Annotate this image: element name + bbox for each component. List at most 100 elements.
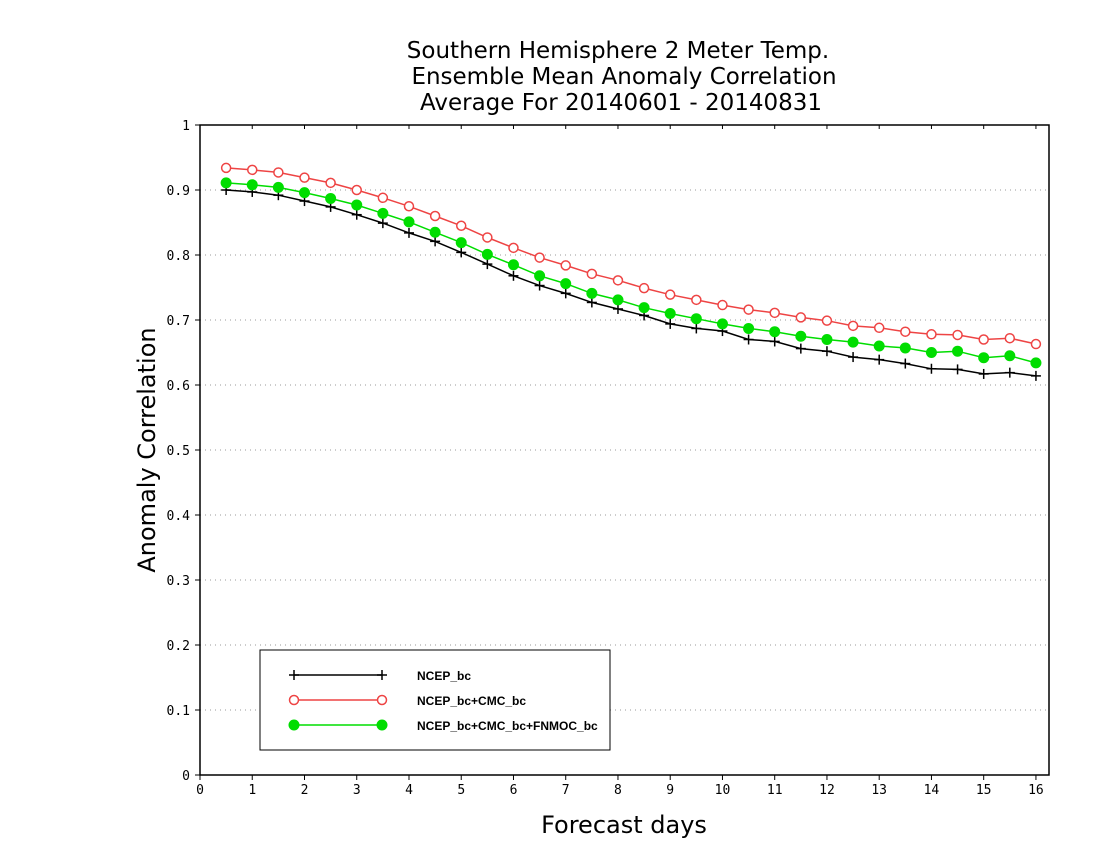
filled-circle-marker xyxy=(743,322,755,334)
open-circle-marker xyxy=(978,334,989,345)
y-tick-label: 0.9 xyxy=(167,184,190,199)
open-circle-marker xyxy=(926,329,937,340)
plus-marker xyxy=(508,270,519,281)
y-tick-label: 0.4 xyxy=(167,509,191,524)
x-tick-label: 0 xyxy=(196,783,204,798)
axis-ticks: 00.10.20.30.40.50.60.70.80.910 1 2 3 4 5 6 7 8 9 1… xyxy=(167,119,1044,798)
legend-label-ncep-cmc: NCEP_bc+CMC_bc xyxy=(417,694,526,708)
open-circle-marker xyxy=(638,282,650,294)
plus-marker xyxy=(769,336,780,347)
x-tick-label: 16 xyxy=(1028,783,1044,798)
gridlines xyxy=(200,189,1049,711)
open-circle-marker xyxy=(769,307,780,319)
filled-circle-marker xyxy=(873,340,885,352)
plus-marker xyxy=(1004,367,1015,378)
open-circle-marker xyxy=(664,289,676,300)
open-circle-marker xyxy=(795,312,807,323)
open-circle-marker xyxy=(246,164,258,176)
plus-marker xyxy=(665,318,676,329)
x-axis-label: Forecast days xyxy=(541,811,707,839)
open-circle-marker xyxy=(900,326,911,337)
open-circle-marker xyxy=(612,275,624,286)
series-line xyxy=(226,182,1037,364)
open-circle-marker xyxy=(403,201,415,212)
series-1 xyxy=(221,185,1041,381)
filled-circle-marker xyxy=(586,287,598,299)
series-3 xyxy=(220,177,1042,369)
open-circle-marker xyxy=(691,294,702,306)
filled-circle-marker xyxy=(821,334,833,345)
plus-marker xyxy=(377,218,388,229)
filled-circle-marker xyxy=(899,342,911,354)
x-tick-label: 4 xyxy=(405,783,413,798)
filled-circle-marker xyxy=(612,294,624,306)
plus-marker xyxy=(952,364,963,375)
open-circle-marker xyxy=(455,220,467,231)
plus-marker xyxy=(430,236,441,247)
filled-circle-marker xyxy=(664,308,676,319)
filled-circle-marker xyxy=(246,179,258,191)
title-line-2: Ensemble Mean Anomaly Correlation xyxy=(411,64,836,90)
open-circle-marker xyxy=(847,320,859,332)
legend-swatch-2 xyxy=(288,694,388,706)
plus-marker xyxy=(482,259,493,270)
filled-circle-marker xyxy=(220,177,232,189)
open-circle-marker xyxy=(508,242,519,254)
filled-circle-marker xyxy=(272,181,284,193)
legend-swatches xyxy=(288,670,388,731)
plus-marker xyxy=(612,303,623,314)
plus-marker xyxy=(874,354,885,365)
series-layer xyxy=(220,162,1042,381)
open-circle-marker xyxy=(429,210,441,222)
filled-circle-marker xyxy=(298,187,310,199)
x-tick-label: 3 xyxy=(353,783,361,798)
series-line xyxy=(226,189,1036,377)
open-circle-marker xyxy=(534,252,545,263)
filled-circle-marker xyxy=(925,347,937,358)
plus-marker xyxy=(377,670,387,680)
plus-marker xyxy=(743,334,754,345)
plus-marker xyxy=(560,288,571,299)
filled-circle-marker xyxy=(377,207,389,219)
y-tick-label: 0.7 xyxy=(167,314,190,329)
x-tick-label: 1 xyxy=(248,783,256,798)
filled-circle-marker xyxy=(376,719,388,731)
filled-circle-marker xyxy=(325,192,337,204)
y-tick-label: 0.2 xyxy=(167,639,190,654)
x-tick-label: 14 xyxy=(924,783,940,798)
open-circle-marker xyxy=(873,322,885,334)
x-tick-label: 5 xyxy=(457,783,465,798)
legend-label-ncep-cmc-fnmoc: NCEP_bc+CMC_bc+FNMOC_bc xyxy=(417,719,598,733)
plus-marker xyxy=(900,358,911,369)
x-tick-label: 7 xyxy=(562,783,570,798)
open-circle-marker xyxy=(560,260,571,271)
plus-marker xyxy=(691,323,702,334)
filled-circle-marker xyxy=(690,313,702,325)
y-axis-label: Anomaly Correlation xyxy=(133,327,161,572)
open-circle-marker xyxy=(377,192,389,204)
plus-marker xyxy=(795,343,806,354)
legend-label-ncep: NCEP_bc xyxy=(417,669,471,683)
open-circle-marker xyxy=(1030,338,1042,350)
legend: NCEP_bc NCEP_bc+CMC_bc NCEP_bc+CMC_bc+FN… xyxy=(259,649,611,751)
filled-circle-marker xyxy=(847,336,859,348)
open-circle-marker xyxy=(821,315,833,326)
filled-circle-marker xyxy=(534,270,546,282)
open-circle-marker xyxy=(220,162,232,174)
x-tick-label: 11 xyxy=(767,783,783,798)
x-tick-label: 12 xyxy=(819,783,835,798)
plus-marker xyxy=(586,297,597,308)
plus-marker xyxy=(978,368,989,379)
y-tick-label: 0.5 xyxy=(167,444,190,459)
chart-title: Southern Hemisphere 2 Meter Temp. Ensemb… xyxy=(407,38,837,116)
title-line-3: Average For 20140601 - 20140831 xyxy=(420,90,822,116)
filled-circle-marker xyxy=(716,318,728,330)
title-line-1: Southern Hemisphere 2 Meter Temp. xyxy=(407,38,829,64)
filled-circle-marker xyxy=(952,345,964,357)
open-circle-marker xyxy=(743,304,754,315)
plus-marker xyxy=(403,227,414,238)
plus-marker xyxy=(351,209,362,220)
filled-circle-marker xyxy=(560,278,572,290)
filled-circle-marker xyxy=(481,248,493,260)
